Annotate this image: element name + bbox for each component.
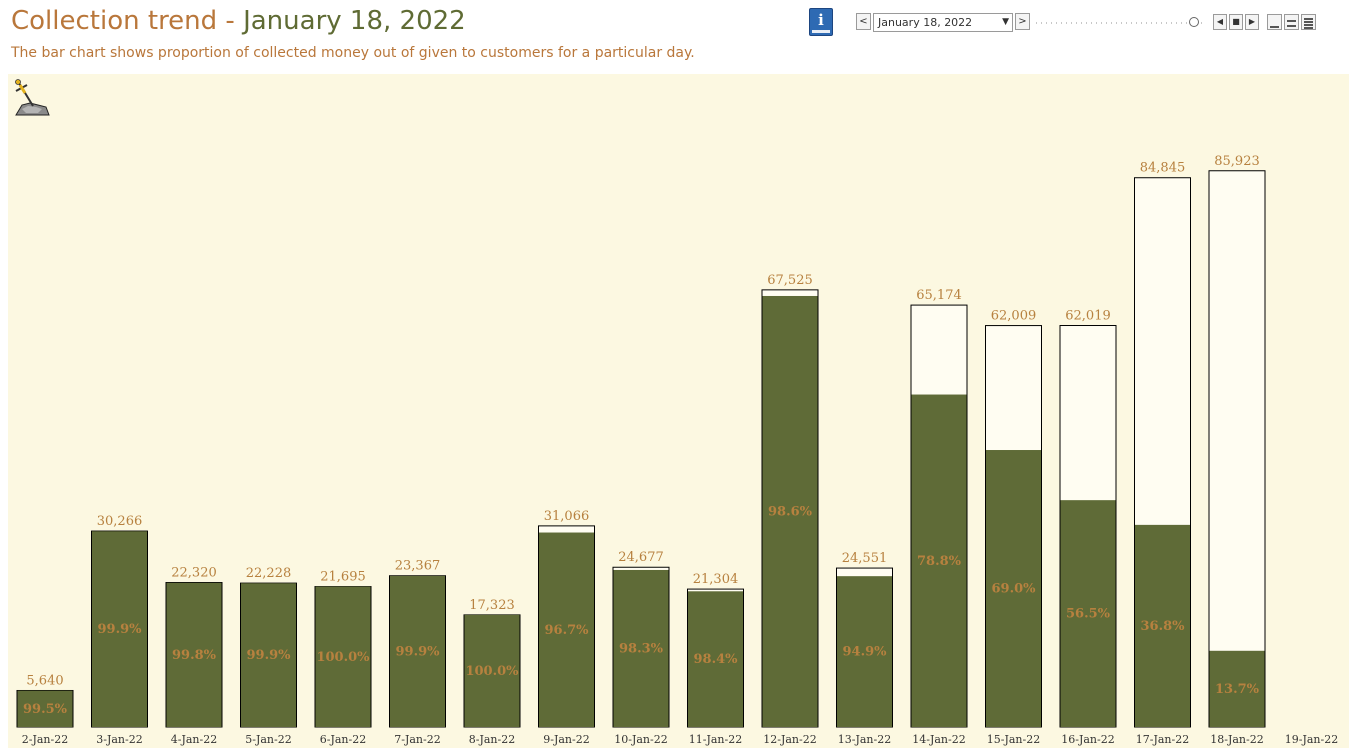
given-value-label: 31,066 bbox=[544, 509, 590, 524]
collected-percent-label: 98.4% bbox=[693, 652, 738, 667]
collected-percent-label: 99.9% bbox=[97, 622, 142, 637]
x-tick-label: 8-Jan-22 bbox=[469, 733, 515, 746]
given-bar bbox=[1208, 170, 1266, 728]
page-subtitle: The bar chart shows proportion of collec… bbox=[11, 45, 695, 61]
x-tick-label: 13-Jan-22 bbox=[838, 733, 891, 746]
collected-percent-label: 99.9% bbox=[395, 644, 440, 659]
x-tick-label: 12-Jan-22 bbox=[763, 733, 816, 746]
collected-bar bbox=[539, 532, 594, 727]
title-date: January 18, 2022 bbox=[243, 6, 466, 36]
given-value-label: 22,228 bbox=[246, 566, 292, 581]
info-book-icon[interactable]: i bbox=[809, 8, 833, 36]
minimal-view-icon[interactable] bbox=[1267, 14, 1282, 30]
date-dropdown-value: January 18, 2022 bbox=[878, 16, 973, 29]
collected-percent-label: 36.8% bbox=[1140, 619, 1185, 634]
sword-in-stone-icon bbox=[15, 79, 50, 116]
collected-percent-label: 100.0% bbox=[465, 664, 519, 679]
collected-percent-label: 98.6% bbox=[768, 504, 813, 519]
collected-bar bbox=[613, 569, 669, 727]
compact-view-icon[interactable] bbox=[1284, 14, 1299, 30]
collected-percent-label: 69.0% bbox=[991, 582, 1036, 597]
x-tick-label: 4-Jan-22 bbox=[171, 733, 217, 746]
x-tick-label: 19-Jan-22 bbox=[1285, 733, 1338, 746]
collected-bar bbox=[911, 394, 967, 727]
given-value-label: 24,677 bbox=[618, 550, 664, 565]
given-value-label: 62,019 bbox=[1065, 309, 1111, 324]
x-tick-label: 16-Jan-22 bbox=[1061, 733, 1114, 746]
collected-percent-label: 99.9% bbox=[246, 648, 291, 663]
step-forward-button[interactable]: ▶ bbox=[1245, 14, 1259, 30]
given-value-label: 30,266 bbox=[97, 514, 143, 529]
collected-bar bbox=[688, 591, 743, 727]
collected-bar bbox=[464, 614, 520, 727]
collected-bar bbox=[92, 531, 147, 727]
date-slider-thumb[interactable] bbox=[1189, 17, 1200, 27]
date-dropdown[interactable]: January 18, 2022 ▼ bbox=[873, 13, 1013, 32]
x-tick-label: 9-Jan-22 bbox=[543, 733, 589, 746]
x-tick-label: 17-Jan-22 bbox=[1136, 733, 1189, 746]
date-slider-track[interactable] bbox=[1036, 22, 1206, 24]
given-value-label: 22,320 bbox=[171, 566, 217, 581]
x-tick-label: 2-Jan-22 bbox=[22, 733, 68, 746]
collected-bar bbox=[1209, 650, 1265, 727]
x-tick-label: 15-Jan-22 bbox=[987, 733, 1040, 746]
x-tick-label: 10-Jan-22 bbox=[614, 733, 667, 746]
collected-percent-label: 96.7% bbox=[544, 623, 589, 638]
next-date-button[interactable]: > bbox=[1015, 13, 1030, 30]
collected-bar bbox=[1060, 500, 1116, 727]
given-value-label: 67,525 bbox=[767, 273, 813, 288]
collected-percent-label: 56.5% bbox=[1066, 607, 1111, 622]
collected-percent-label: 99.8% bbox=[172, 648, 217, 663]
collected-percent-label: 98.3% bbox=[619, 641, 664, 656]
x-tick-label: 11-Jan-22 bbox=[689, 733, 742, 746]
x-tick-label: 14-Jan-22 bbox=[912, 733, 965, 746]
x-tick-label: 6-Jan-22 bbox=[320, 733, 366, 746]
given-value-label: 84,845 bbox=[1140, 161, 1186, 176]
collected-percent-label: 13.7% bbox=[1215, 682, 1260, 697]
collected-percent-label: 100.0% bbox=[316, 650, 370, 665]
given-value-label: 21,304 bbox=[693, 572, 739, 587]
collected-bar bbox=[315, 586, 371, 727]
title-text: Collection trend - bbox=[11, 6, 244, 36]
x-tick-label: 18-Jan-22 bbox=[1210, 733, 1263, 746]
collected-bar bbox=[390, 575, 445, 727]
collected-bar bbox=[1135, 524, 1190, 727]
chart-area: 5,640 99.5% 2-Jan-22 30,266 99.9% 3-Jan-22 22,… bbox=[8, 74, 1349, 748]
collected-bar bbox=[17, 690, 73, 727]
given-value-label: 65,174 bbox=[916, 288, 962, 303]
x-tick-label: 7-Jan-22 bbox=[394, 733, 440, 746]
collected-percent-label: 94.9% bbox=[842, 645, 887, 660]
step-back-button[interactable]: ◀ bbox=[1213, 14, 1227, 30]
collected-bar bbox=[166, 582, 222, 727]
collected-bar bbox=[762, 295, 818, 727]
full-view-icon[interactable] bbox=[1301, 14, 1316, 30]
given-value-label: 62,009 bbox=[991, 309, 1037, 324]
bar-chart: 5,640 99.5% 2-Jan-22 30,266 99.9% 3-Jan-22 22,… bbox=[16, 154, 1338, 746]
collected-bar bbox=[241, 583, 296, 727]
collected-percent-label: 78.8% bbox=[917, 554, 962, 569]
x-tick-label: 3-Jan-22 bbox=[96, 733, 142, 746]
given-value-label: 17,323 bbox=[469, 598, 515, 613]
page-title: Collection trend - January 18, 2022 bbox=[11, 6, 466, 36]
x-tick-label: 5-Jan-22 bbox=[245, 733, 291, 746]
previous-date-button[interactable]: < bbox=[856, 13, 871, 30]
collected-bar bbox=[837, 576, 892, 727]
given-value-label: 5,640 bbox=[26, 673, 63, 688]
given-value-label: 21,695 bbox=[320, 570, 366, 585]
collected-percent-label: 99.5% bbox=[23, 702, 68, 717]
given-value-label: 85,923 bbox=[1214, 154, 1260, 169]
given-value-label: 24,551 bbox=[842, 551, 888, 566]
chevron-down-icon: ▼ bbox=[1002, 17, 1009, 27]
given-value-label: 23,367 bbox=[395, 559, 441, 574]
collected-bar bbox=[986, 450, 1041, 727]
stop-button[interactable]: ■ bbox=[1229, 14, 1243, 30]
